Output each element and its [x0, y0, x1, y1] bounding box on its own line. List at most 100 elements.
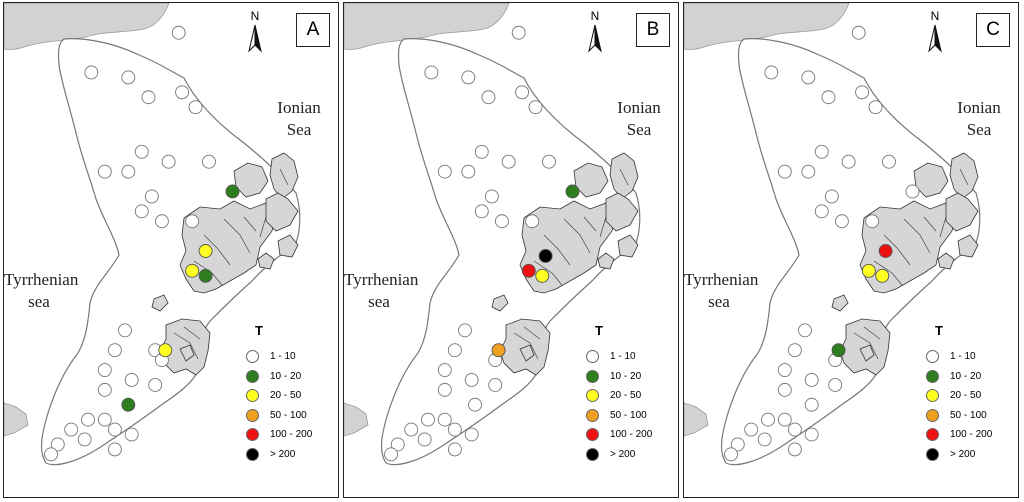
rain-gauge-marker: [202, 154, 216, 169]
basin-boundary: [939, 216, 947, 238]
neighbouring-land: [4, 3, 170, 50]
legend-swatch-icon: [926, 389, 939, 403]
catchment-basin: [831, 294, 849, 312]
rain-gauge-marker: [121, 70, 136, 85]
catchment-basin: [257, 252, 275, 270]
catchment-basin: [519, 344, 535, 362]
legend-swatch-icon: [586, 408, 599, 422]
basin-boundary: [543, 234, 571, 266]
basin-boundary: [203, 234, 231, 266]
rain-gauge-marker: [882, 154, 896, 169]
rain-gauge-marker: [148, 377, 163, 392]
rain-gauge-marker: [787, 343, 802, 358]
sea-label-line: sea: [368, 292, 390, 311]
map-canvas: [344, 3, 641, 466]
rain-gauge-marker: [804, 427, 819, 442]
rain-gauge-marker: [474, 144, 489, 159]
legend-label: 50 - 100: [950, 409, 987, 421]
legend-swatch-icon: [586, 447, 599, 461]
rain-gauge-marker: [81, 412, 95, 427]
rain-gauge-marker: [437, 382, 452, 397]
legend-item: 10 - 20: [926, 367, 1016, 387]
rain-gauge-marker: [855, 85, 870, 100]
rain-gauge-marker: [761, 412, 775, 427]
legend-title: T: [935, 323, 943, 338]
rain-gauge-marker: [447, 442, 462, 457]
rain-gauge-marker: [437, 363, 452, 377]
rain-gauge-marker: [724, 447, 738, 462]
sea-label-line: Ionian: [957, 98, 1001, 117]
basin-boundary: [193, 260, 223, 286]
basin-boundary: [183, 326, 201, 340]
basin-boundary: [599, 216, 607, 238]
rain-gauge-marker: [474, 204, 489, 219]
rain-gauge-marker: [814, 204, 829, 219]
basin-boundary: [583, 216, 597, 232]
panel-label: A: [296, 13, 330, 47]
legend-item: 100 - 200: [586, 425, 676, 445]
rain-gauge-marker: [757, 432, 772, 447]
rain-gauge-marker: [64, 422, 79, 437]
basin-boundary: [223, 218, 251, 254]
legend-item: 10 - 20: [586, 367, 676, 387]
north-arrow-icon: [248, 24, 262, 53]
catchment-basin: [859, 344, 875, 362]
catchment-basin: [605, 192, 639, 232]
map-canvas: [684, 3, 981, 466]
rain-gauge-marker: [121, 397, 136, 412]
rain-gauge-marker: [841, 154, 856, 169]
rain-gauge-marker: [464, 373, 479, 387]
panel-label: C: [976, 13, 1010, 47]
rain-gauge-marker: [824, 189, 839, 204]
rain-gauge-marker: [542, 154, 556, 169]
rain-gauge-marker: [804, 373, 819, 387]
legend-swatch-icon: [246, 447, 259, 461]
catchment-basin: [949, 152, 979, 200]
rain-gauge-marker: [801, 164, 816, 179]
basin-boundary: [279, 168, 289, 186]
rain-gauge-marker: [905, 184, 920, 199]
catchment-basin: [277, 234, 299, 258]
rain-gauge-marker: [124, 427, 139, 442]
legend-label: 50 - 100: [270, 409, 307, 421]
legend-label: 100 - 200: [610, 429, 653, 441]
sea-label-line: Tyrrhenian: [4, 270, 79, 289]
rain-gauge-marker: [175, 85, 190, 100]
rain-gauge-marker: [447, 422, 462, 437]
ionian-sea-label: Ionian Sea: [594, 97, 678, 141]
rain-gauge-marker: [225, 184, 240, 199]
rain-gauge-marker: [488, 377, 503, 392]
rain-gauge-marker: [831, 343, 846, 358]
north-label: N: [930, 9, 940, 23]
catchment-basin: [937, 252, 955, 270]
legend-label: 50 - 100: [610, 409, 647, 421]
legend-label: > 200: [950, 448, 976, 460]
legend-label: 10 - 20: [610, 370, 642, 382]
map-panel-c: N C Ionian Sea Tyrrhenian sea T 1 - 10 10 - 20 20…: [683, 2, 1019, 498]
basin-boundary: [259, 216, 267, 238]
legend-title: T: [595, 323, 603, 338]
rain-gauge-marker: [77, 432, 92, 447]
sea-label-line: Sea: [626, 120, 652, 139]
rain-gauge-marker: [185, 263, 200, 278]
rain-gauge-marker: [161, 154, 176, 169]
basin-boundary: [523, 326, 541, 340]
rain-gauge-marker: [44, 447, 58, 462]
basin-boundary: [533, 260, 563, 286]
rain-gauge-marker: [121, 164, 136, 179]
sicily-land: [684, 402, 709, 437]
north-arrow: N: [923, 9, 947, 61]
rain-gauge-marker: [417, 432, 432, 447]
catchment-basin: [151, 294, 169, 312]
rain-gauge-marker: [84, 65, 99, 80]
legend-swatch-icon: [586, 369, 599, 383]
legend-label: 1 - 10: [610, 351, 636, 363]
basin-boundary: [243, 216, 257, 232]
rain-gauge-marker: [464, 427, 479, 442]
calabria-region: [40, 38, 301, 466]
legend-item: 100 - 200: [926, 425, 1016, 445]
rain-gauge-marker: [787, 442, 802, 457]
rain-gauge-marker: [437, 412, 452, 427]
legend-label: > 200: [610, 448, 636, 460]
rain-gauge-marker: [801, 70, 816, 85]
